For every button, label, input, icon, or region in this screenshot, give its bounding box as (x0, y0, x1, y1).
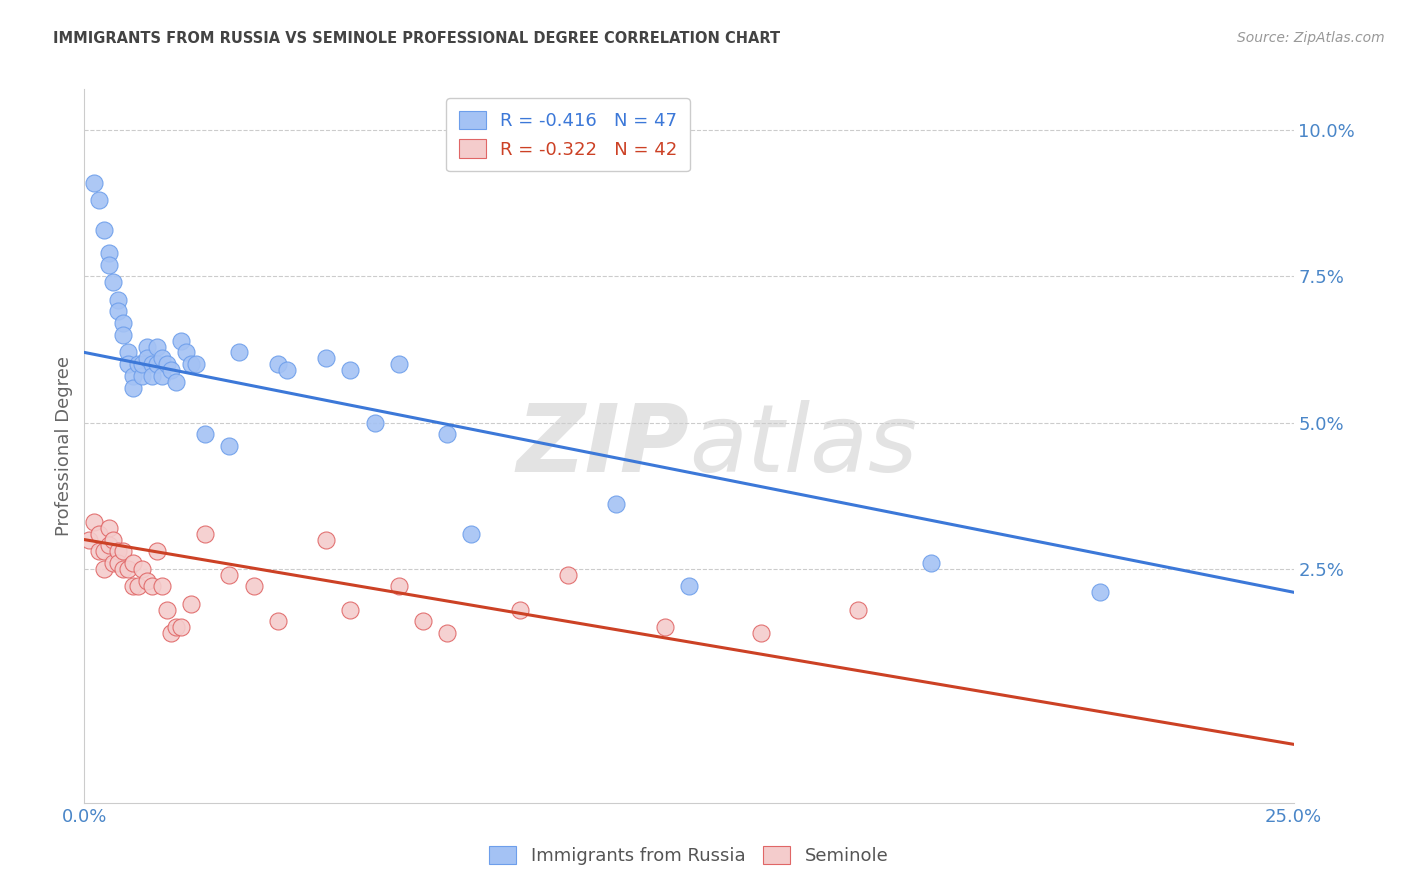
Point (131, 562, 153, 576)
Point (170, 334, 193, 348)
Point (339, 363, 361, 377)
Point (160, 626, 183, 640)
Point (165, 620, 187, 634)
Point (751, 626, 773, 640)
Point (228, 345, 250, 359)
Point (557, 567, 579, 582)
Point (107, 544, 129, 558)
Point (77, 533, 100, 547)
Point (242, 579, 264, 593)
Point (127, 579, 149, 593)
Point (180, 357, 202, 371)
Point (136, 351, 159, 366)
Point (136, 574, 159, 588)
Point (460, 526, 482, 541)
Point (170, 620, 193, 634)
Point (141, 579, 163, 593)
Point (107, 304, 129, 318)
Point (160, 363, 183, 377)
Point (509, 603, 531, 617)
Text: IMMIGRANTS FROM RUSSIA VS SEMINOLE PROFESSIONAL DEGREE CORRELATION CHART: IMMIGRANTS FROM RUSSIA VS SEMINOLE PROFE… (53, 31, 780, 46)
Point (267, 615, 290, 629)
Point (165, 375, 187, 389)
Point (127, 357, 149, 371)
Point (1088, 585, 1111, 599)
Point (117, 345, 139, 359)
Point (103, 556, 125, 570)
Point (136, 340, 159, 354)
Point (131, 368, 153, 383)
Point (276, 363, 298, 377)
Point (339, 603, 361, 617)
Point (412, 615, 434, 629)
Point (141, 368, 163, 383)
Point (218, 567, 240, 582)
Point (388, 357, 411, 371)
Point (107, 556, 129, 570)
Point (87, 194, 110, 208)
Point (146, 340, 169, 354)
Point (605, 498, 627, 512)
Point (103, 533, 125, 547)
Point (121, 579, 143, 593)
Point (97, 538, 120, 552)
Point (678, 579, 700, 593)
Point (315, 351, 337, 366)
Point (112, 544, 135, 558)
Point (117, 357, 139, 371)
Text: atlas: atlas (689, 401, 917, 491)
Point (93, 544, 115, 558)
Point (83, 176, 105, 190)
Y-axis label: Professional Degree: Professional Degree (55, 356, 73, 536)
Point (150, 351, 173, 366)
Point (131, 357, 153, 371)
Point (112, 562, 135, 576)
Point (112, 327, 135, 342)
Point (112, 316, 135, 330)
Point (363, 416, 385, 430)
Point (846, 603, 869, 617)
Point (194, 427, 217, 442)
Point (141, 357, 163, 371)
Point (93, 222, 115, 236)
Point (920, 556, 942, 570)
Point (267, 357, 290, 371)
Point (388, 579, 411, 593)
Point (654, 620, 676, 634)
Point (436, 626, 458, 640)
Point (117, 562, 139, 576)
Point (184, 357, 207, 371)
Point (103, 275, 125, 289)
Point (155, 357, 177, 371)
Point (436, 427, 458, 442)
Text: ZIP: ZIP (516, 400, 689, 492)
Point (87, 544, 110, 558)
Point (107, 293, 129, 307)
Point (93, 562, 115, 576)
Text: Source: ZipAtlas.com: Source: ZipAtlas.com (1237, 31, 1385, 45)
Legend: Immigrants from Russia, Seminole: Immigrants from Russia, Seminole (482, 838, 896, 872)
Point (121, 380, 143, 394)
Point (315, 533, 337, 547)
Point (121, 556, 143, 570)
Point (155, 603, 177, 617)
Point (146, 544, 169, 558)
Point (146, 357, 169, 371)
Point (97, 521, 120, 535)
Point (97, 258, 120, 272)
Point (218, 439, 240, 453)
Point (180, 597, 202, 611)
Point (87, 526, 110, 541)
Point (174, 345, 197, 359)
Point (121, 368, 143, 383)
Point (194, 526, 217, 541)
Point (83, 515, 105, 529)
Point (150, 579, 173, 593)
Point (97, 246, 120, 260)
Point (150, 368, 173, 383)
